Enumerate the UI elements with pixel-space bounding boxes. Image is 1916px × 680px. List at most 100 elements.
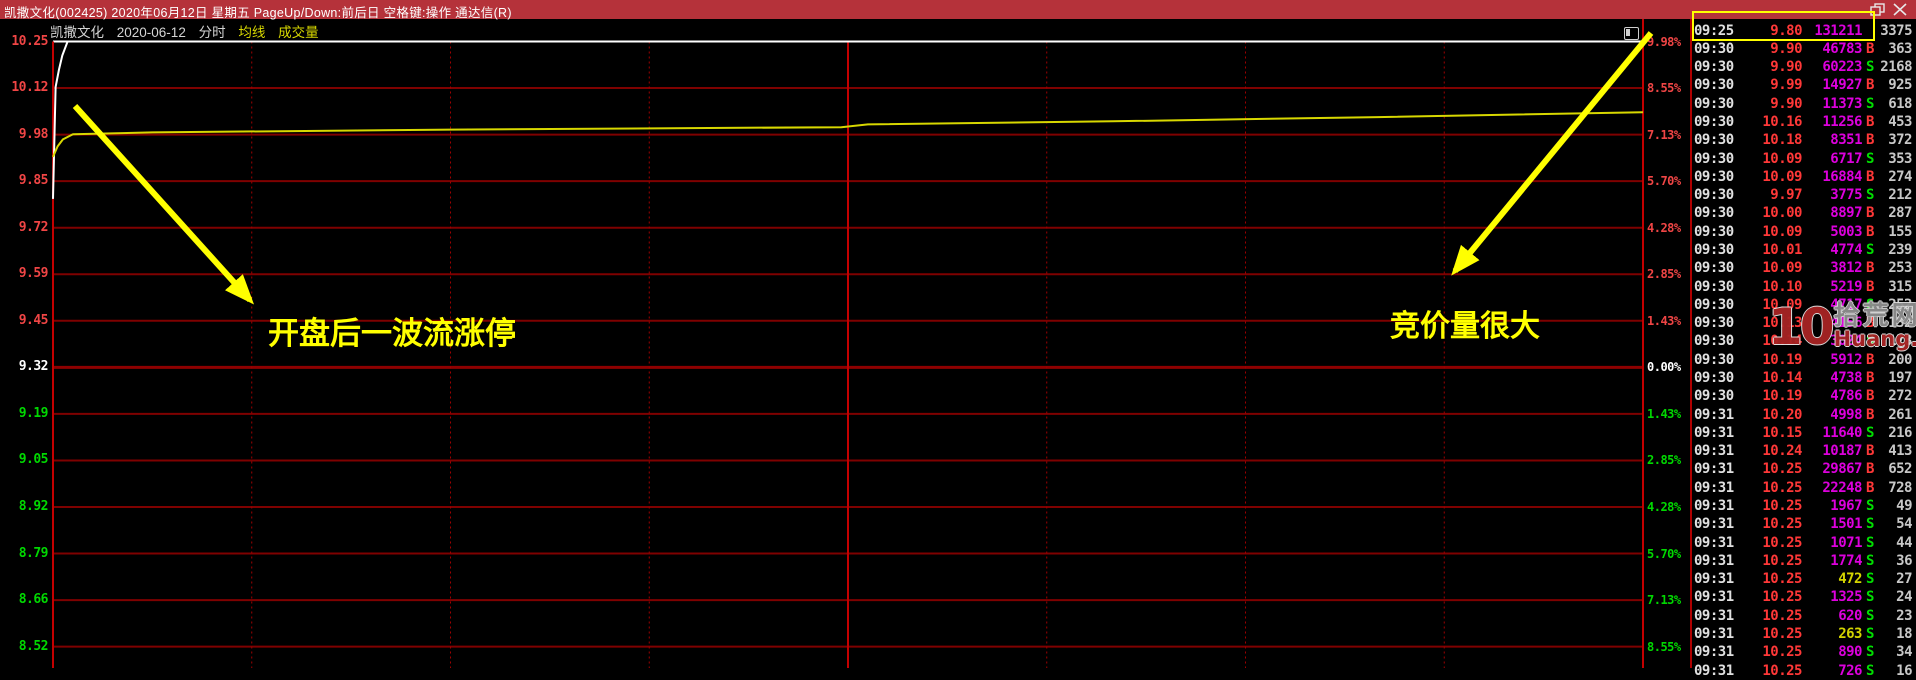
tick-row[interactable]: 09:30 10.00 8897 B 287 — [1692, 204, 1916, 222]
tick-row[interactable]: 09:30 9.90 11373 S 618 — [1692, 95, 1916, 113]
tick-time: 09:30 — [1694, 370, 1734, 386]
tick-trade-list[interactable]: 09:25 9.80 131211 3375 09:30 9.90 46783 B 363 09:… — [1692, 0, 1916, 679]
tick-time: 09:31 — [1694, 607, 1734, 624]
window-title-bar: 凯撒文化(002425) 2020年06月12日 星期五 PageUp/Down… — [0, 0, 1916, 20]
tick-side: B — [1866, 205, 1874, 222]
tick-price: 10.25 — [1762, 498, 1802, 515]
tick-price: 10.25 — [1762, 461, 1802, 478]
percent-axis-label: 0.00% — [1647, 360, 1681, 375]
tick-time: 09:30 — [1694, 132, 1734, 149]
tick-row[interactable]: 09:30 10.09 16884 B 274 — [1692, 168, 1916, 186]
tick-time: 09:30 — [1694, 113, 1734, 130]
tick-side: S — [1866, 333, 1874, 350]
close-icon[interactable] — [1892, 3, 1908, 16]
percent-axis-label: 5.70% — [1647, 174, 1681, 189]
tick-row[interactable]: 09:30 9.99 14927 B 925 — [1692, 76, 1916, 94]
tick-row[interactable]: 09:31 10.15 11640 S 216 — [1692, 424, 1916, 442]
tick-row[interactable]: 09:31 10.25 890 S 34 — [1692, 643, 1916, 661]
tick-volume: 10187 — [1822, 443, 1862, 460]
tick-row[interactable]: 09:30 10.18 8351 B 372 — [1692, 131, 1916, 149]
tick-row[interactable]: 09:30 10.09 3812 B 253 — [1692, 259, 1916, 277]
tick-row[interactable]: 09:30 10.19 5912 B 200 — [1692, 351, 1916, 369]
tick-row[interactable]: 09:31 10.25 1071 S 44 — [1692, 534, 1916, 552]
tick-price: 10.18 — [1762, 132, 1802, 149]
stock-name-label: 凯撒文化 — [50, 25, 104, 40]
price-axis-label: 9.85 — [18, 173, 49, 189]
tick-price: 10.14 — [1762, 370, 1802, 386]
tick-time: 09:31 — [1694, 443, 1734, 460]
tick-side: S — [1866, 626, 1874, 643]
tick-volume: 22248 — [1822, 479, 1862, 496]
tick-count: 253 — [1888, 260, 1912, 277]
percent-axis-label: 2.85% — [1647, 267, 1681, 282]
volume-pane-label[interactable]: 成交量 — [278, 25, 319, 40]
tick-price: 10.15 — [1762, 424, 1802, 441]
tick-side: S — [1866, 424, 1874, 441]
tick-volume: 3024 — [1830, 333, 1862, 350]
price-axis-label: 9.72 — [18, 219, 49, 235]
tick-row[interactable]: 09:31 10.25 472 S 27 — [1692, 570, 1916, 588]
tick-row[interactable]: 09:31 10.25 620 S 23 — [1692, 607, 1916, 625]
window-title: 凯撒文化(002425) 2020年06月12日 星期五 PageUp/Down… — [4, 6, 512, 20]
tick-row[interactable]: 09:30 9.90 46783 B 363 — [1692, 40, 1916, 58]
tick-side: S — [1866, 498, 1874, 515]
tick-time: 09:30 — [1694, 150, 1734, 167]
ma-line-label[interactable]: 均线 — [238, 25, 266, 40]
tick-count: 24 — [1896, 589, 1912, 606]
period-label[interactable]: 分时 — [198, 25, 226, 40]
percent-axis-label: 9.98% — [1647, 34, 1681, 49]
tick-row[interactable]: 09:30 10.13 4156 B 132 — [1692, 314, 1916, 332]
tick-price: 10.25 — [1762, 644, 1802, 661]
tick-price: 10.09 — [1762, 260, 1802, 277]
tick-row[interactable]: 09:30 10.10 5219 B 315 — [1692, 278, 1916, 296]
tick-row[interactable]: 09:31 10.24 10187 B 413 — [1692, 442, 1916, 460]
tick-row[interactable]: 09:30 10.14 3024 S 178 — [1692, 332, 1916, 350]
tick-side: B — [1866, 77, 1874, 94]
tick-count: 34 — [1896, 644, 1912, 661]
tick-count: 287 — [1888, 205, 1912, 222]
tick-row[interactable]: 09:31 10.25 263 S 18 — [1692, 625, 1916, 643]
tick-row[interactable]: 09:31 10.25 1967 S 49 — [1692, 497, 1916, 515]
tick-volume: 1325 — [1830, 589, 1862, 606]
tick-side: B — [1866, 113, 1874, 130]
tick-row[interactable]: 09:31 10.25 1774 S 36 — [1692, 552, 1916, 570]
tick-price: 10.09 — [1762, 296, 1802, 313]
percent-axis-label: 4.28% — [1647, 500, 1681, 514]
pane-maximize-icon[interactable] — [1624, 27, 1639, 40]
tick-volume: 5912 — [1830, 351, 1862, 368]
tick-row[interactable]: 09:30 10.09 4717 S 252 — [1692, 296, 1916, 314]
tick-time: 09:30 — [1694, 260, 1734, 277]
tick-row[interactable]: 09:30 10.14 4738 B 197 — [1692, 369, 1916, 387]
tick-row[interactable]: 09:30 10.09 5003 B 155 — [1692, 223, 1916, 241]
tick-time: 09:30 — [1694, 351, 1734, 368]
tick-count: 200 — [1888, 351, 1912, 368]
annotation-arrow-1 — [1451, 31, 1654, 276]
tick-time: 09:30 — [1694, 59, 1734, 76]
tick-row[interactable]: 09:31 10.25 1325 S 24 — [1692, 588, 1916, 606]
tick-volume: 4717 — [1830, 296, 1862, 313]
tick-row[interactable]: 09:30 10.01 4774 S 239 — [1692, 241, 1916, 259]
tick-row[interactable]: 09:30 10.19 4786 B 272 — [1692, 387, 1916, 405]
tick-price: 10.19 — [1762, 351, 1802, 368]
tick-row[interactable]: 09:31 10.25 22248 B 728 — [1692, 479, 1916, 497]
watermark-logo: 10 — [1768, 298, 1835, 356]
tick-count: 18 — [1896, 626, 1912, 643]
tick-row[interactable]: 09:30 10.09 6717 S 353 — [1692, 150, 1916, 168]
tick-row[interactable]: 09:31 10.25 1501 S 54 — [1692, 515, 1916, 533]
tick-volume: 6717 — [1830, 150, 1862, 167]
tick-side: S — [1866, 241, 1874, 258]
tick-side: B — [1866, 223, 1874, 240]
tick-row[interactable]: 09:30 10.16 11256 B 453 — [1692, 113, 1916, 131]
tick-count: 23 — [1896, 607, 1912, 624]
tick-volume: 3775 — [1830, 187, 1862, 204]
tick-row[interactable]: 09:31 10.20 4998 B 261 — [1692, 406, 1916, 424]
auction-row-highlight-box — [1692, 11, 1875, 41]
percent-axis-label: 8.55% — [1647, 81, 1681, 96]
tick-row[interactable]: 09:30 9.97 3775 S 212 — [1692, 186, 1916, 204]
tick-volume: 131211 — [1814, 22, 1862, 39]
tick-row[interactable]: 09:30 9.90 60223 S 2168 — [1692, 58, 1916, 76]
tick-row[interactable]: 09:31 10.25 29867 B 652 — [1692, 460, 1916, 478]
tick-row[interactable]: 09:25 9.80 131211 3375 — [1692, 22, 1916, 40]
tick-time: 09:30 — [1694, 168, 1734, 185]
